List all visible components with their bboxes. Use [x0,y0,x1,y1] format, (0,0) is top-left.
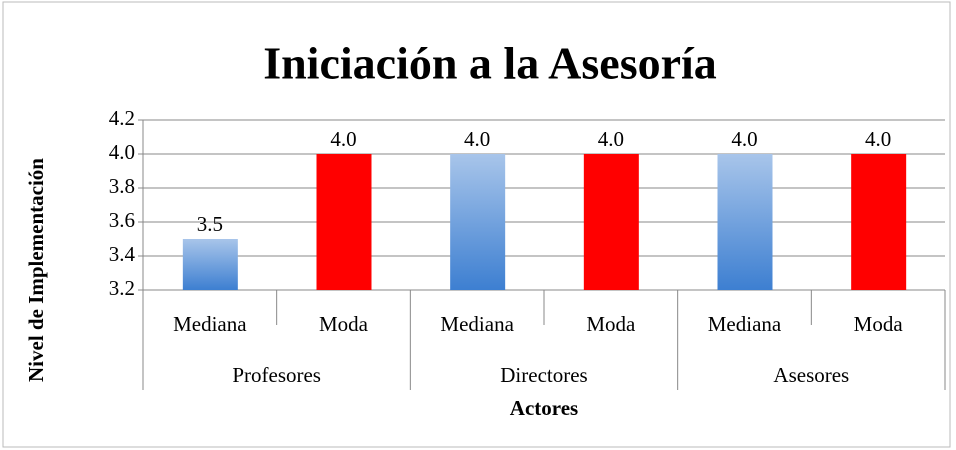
group-label: Directores [500,363,587,387]
y-axis-title: Nivel de Implementación [24,158,48,382]
x-tick-label: Mediana [173,312,247,336]
chart-title: Iniciación a la Asesoría [263,38,717,89]
bar [316,154,372,290]
x-tick-label: Mediana [440,312,514,336]
y-tick-label: 3.8 [109,174,135,198]
y-tick-label: 4.2 [109,106,135,130]
x-tick-label: Moda [319,312,369,336]
x-tick-label: Mediana [708,312,782,336]
x-tick-label: Moda [586,312,636,336]
y-tick-label: 3.6 [109,208,135,232]
value-label: 4.0 [330,127,356,151]
group-label: Asesores [773,363,849,387]
value-label: 4.0 [865,127,891,151]
value-label: 4.0 [731,127,757,151]
value-label: 4.0 [598,127,624,151]
bar [851,154,907,290]
group-label: Profesores [232,363,321,387]
bar [583,154,639,290]
x-axis-title: Actores [510,396,578,420]
y-tick-label: 3.2 [109,276,135,300]
value-label: 3.5 [197,212,223,236]
value-label: 4.0 [464,127,490,151]
bar [450,154,506,290]
bar [717,154,773,290]
x-tick-label: Moda [854,312,904,336]
y-tick-label: 3.4 [109,242,136,266]
y-tick-label: 4.0 [109,140,135,164]
bar [182,239,238,290]
